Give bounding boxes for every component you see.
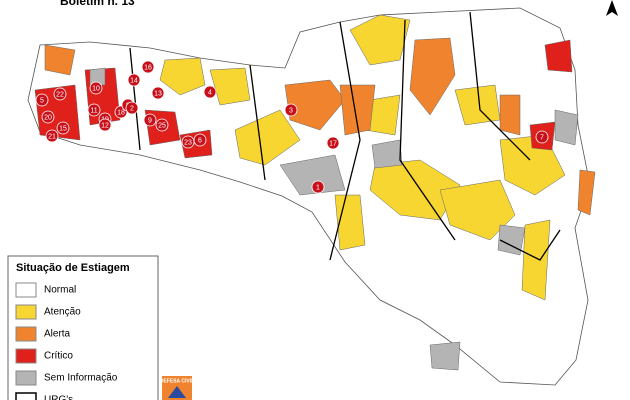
legend-title: Situação de Estiagem — [16, 262, 130, 274]
region — [544, 39, 573, 73]
logo-icon — [168, 386, 186, 398]
marker — [143, 113, 157, 127]
region — [159, 57, 206, 96]
region — [44, 44, 76, 76]
marker — [41, 110, 55, 124]
marker — [89, 81, 103, 95]
marker — [193, 133, 207, 147]
marker — [35, 93, 49, 107]
region — [409, 37, 456, 116]
region — [369, 159, 461, 221]
marker — [127, 73, 141, 87]
legend-swatch — [15, 326, 37, 342]
region-boundary — [329, 21, 361, 261]
marker — [45, 129, 59, 143]
marker-layer: 522201521141119181289252313161043617217 — [35, 60, 549, 194]
legend-label: Crítico — [44, 351, 73, 362]
marker-label: 22 — [56, 91, 64, 98]
marker-label: 11 — [90, 107, 97, 114]
marker-label: 4 — [208, 89, 212, 96]
marker — [203, 85, 217, 99]
marker — [98, 118, 112, 132]
legend-swatch — [15, 304, 37, 320]
legend-swatch — [15, 348, 37, 364]
marker — [155, 118, 169, 132]
marker — [56, 121, 70, 135]
region — [349, 14, 411, 66]
region-boundary — [129, 47, 141, 151]
region-boundary — [249, 64, 266, 181]
marker-label: 1 — [316, 184, 320, 191]
logo-text: DEFESA CIVIL — [160, 378, 194, 384]
marker-label: 13 — [154, 90, 162, 97]
region — [209, 67, 251, 106]
legend-label: URG's — [44, 395, 73, 400]
marker-label: 15 — [59, 125, 67, 132]
marker — [141, 60, 155, 74]
region-boundary — [499, 229, 561, 261]
north-arrow — [606, 0, 618, 16]
marker-label: 5 — [40, 97, 44, 104]
marker-label: 6 — [198, 137, 202, 144]
marker — [151, 86, 165, 100]
marker-label: 21 — [48, 133, 56, 140]
marker — [87, 103, 101, 117]
marker — [125, 101, 139, 115]
marker-label: 10 — [92, 85, 100, 92]
region — [339, 84, 376, 136]
marker-label: 17 — [329, 140, 337, 147]
region — [371, 139, 403, 169]
marker-label: 25 — [158, 122, 166, 129]
legend-swatch — [15, 282, 37, 298]
marker-label: 2 — [130, 105, 134, 112]
region — [497, 224, 526, 256]
marker-label: 9 — [148, 117, 152, 124]
marker — [326, 136, 340, 150]
state-map — [27, 7, 596, 386]
region — [499, 94, 521, 136]
marker — [535, 130, 549, 144]
marker — [284, 103, 298, 117]
region — [554, 109, 579, 146]
legend: Situação de Estiagem Normal Atenção Alerta… — [7, 255, 159, 400]
legend-label: Normal — [44, 285, 76, 296]
region — [577, 169, 596, 216]
legend-label: Sem Informação — [44, 373, 118, 384]
marker-label: 16 — [144, 64, 152, 71]
region — [429, 341, 461, 371]
region-boundary — [399, 19, 456, 241]
state-outline — [27, 7, 591, 386]
legend-label: Atenção — [44, 307, 81, 318]
marker — [53, 87, 67, 101]
legend-swatch — [15, 370, 37, 386]
marker — [311, 180, 325, 194]
legend-swatch — [15, 392, 37, 400]
marker-label: 23 — [184, 139, 192, 146]
region — [234, 109, 301, 166]
legend-items: Normal Atenção Alerta Crítico Sem Informação… — [15, 282, 118, 400]
marker-label: 12 — [101, 122, 109, 129]
marker-label: 3 — [289, 107, 293, 114]
region-boundary — [469, 11, 531, 161]
marker-label: 14 — [130, 77, 138, 84]
marker-label: 18 — [117, 109, 125, 116]
marker-label: 7 — [540, 134, 544, 141]
region — [521, 219, 551, 301]
region — [279, 154, 346, 196]
region — [89, 67, 106, 86]
marker-label: 20 — [44, 114, 52, 121]
logo: DEFESA CIVIL — [160, 376, 194, 400]
title: Boletim n. 13 — [60, 0, 135, 8]
legend-label: Alerta — [44, 329, 71, 340]
